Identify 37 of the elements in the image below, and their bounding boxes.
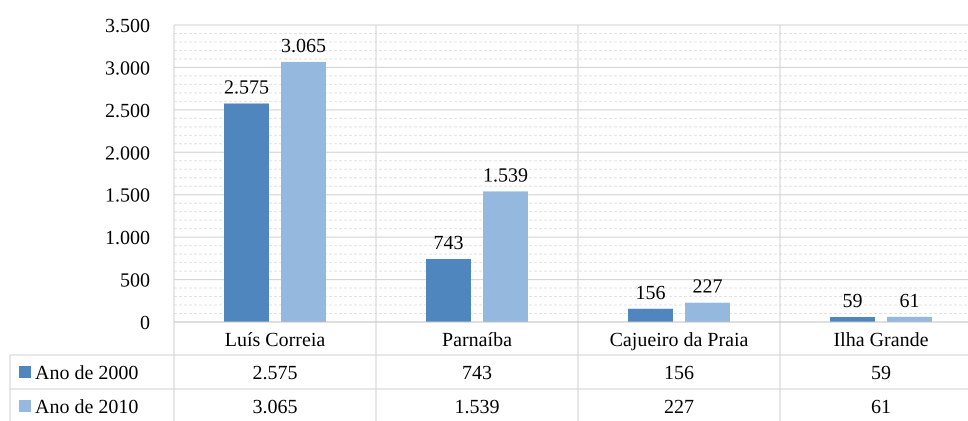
text: 1.539 (483, 164, 528, 186)
y-tick-label: 3.000 (105, 57, 150, 80)
y-tick-label: 2.500 (105, 100, 150, 122)
text: 3.065 (281, 34, 326, 57)
y-tick-label: 1.500 (105, 184, 150, 207)
bar (224, 103, 269, 322)
data-label: 61 (871, 396, 891, 418)
y-tick-label: 2.000 (105, 142, 150, 164)
x-tick-label: Ilha Grande (834, 329, 929, 351)
legend-label: Ano de 2000 (35, 362, 138, 384)
data-label: 156 (664, 362, 694, 384)
text: 61 (900, 290, 920, 312)
text: 2.575 (224, 76, 269, 98)
bar (685, 302, 730, 322)
y-tick-label: 0 (140, 312, 150, 334)
bar (281, 62, 326, 322)
x-tick-label: Parnaíba (442, 329, 512, 351)
text: 59 (842, 290, 862, 312)
x-tick-label: Luís Correia (224, 329, 326, 351)
bar (628, 308, 673, 322)
data-label: 227 (664, 396, 694, 418)
text: 227 (692, 276, 722, 298)
text: 743 (434, 232, 464, 254)
legend-label: Ano de 2010 (35, 396, 138, 418)
y-tick-label: 3.500 (105, 15, 150, 37)
y-tick-label: 1.000 (105, 227, 150, 250)
bar (830, 316, 875, 322)
data-label: 1.539 (454, 396, 500, 418)
data-label: 3.065 (252, 396, 298, 418)
text: 156 (636, 282, 666, 304)
data-label: 2.575 (252, 362, 298, 384)
y-tick-label: 500 (120, 270, 150, 292)
data-label: 743 (462, 362, 492, 384)
bar (426, 258, 471, 322)
x-tick-label: Cajueiro da Praia (610, 329, 749, 351)
data-label: 59 (871, 362, 891, 384)
bar (483, 191, 528, 322)
